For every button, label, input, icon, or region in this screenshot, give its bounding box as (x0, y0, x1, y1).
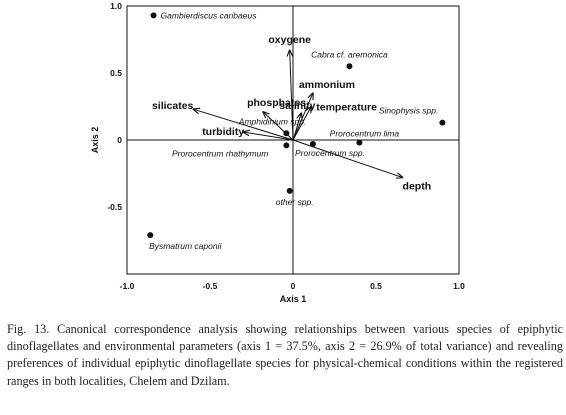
species-point (150, 12, 157, 19)
vector-label-turbidity: turbidity (202, 126, 244, 138)
species-label: Prorocentrum rhathymum (172, 148, 268, 158)
vector-silicates (193, 109, 294, 141)
vector-label-silicates: silicates (152, 100, 194, 112)
species-point (439, 119, 446, 126)
x-tick-label: 0 (291, 281, 296, 291)
vector-label-salinity: salinity (279, 100, 315, 112)
figure-caption: Fig. 13. Canonical correspondence analys… (7, 322, 563, 388)
vector-label-phosphates: phosphates (247, 97, 306, 109)
y-tick-label: 0.5 (110, 68, 122, 78)
species-point (283, 130, 290, 137)
species-label: Prorocentrum lima (330, 129, 400, 139)
species-point (309, 141, 316, 148)
species-point (147, 232, 154, 239)
species-point (356, 139, 363, 146)
y-tick-label: 0 (117, 135, 122, 145)
species-label: Sinophysis spp. (379, 106, 439, 116)
vector-turbidity (243, 132, 294, 141)
x-axis-label: Axis 1 (280, 294, 307, 304)
species-label: Bysmatrum caponii (149, 241, 222, 251)
cca-biplot: -1.0 -0.5 0 0.5 1.0 1.0 0.5 0 -0.5 oxygene ammoni… (90, 1, 465, 304)
species-label: Cabra cf. aremonica (311, 49, 388, 59)
vector-label-ammonium: ammonium (299, 79, 355, 91)
y-tick-label: 1.0 (110, 1, 122, 11)
species-point (286, 187, 293, 194)
species-point (346, 63, 353, 70)
vector-oxygene (290, 50, 294, 141)
vector-ammonium (292, 93, 313, 141)
x-tick-label: 1.0 (453, 281, 465, 291)
x-tick-label: 0.5 (370, 281, 382, 291)
species-label: Amphidinium spp. (238, 116, 307, 126)
vector-temperature (292, 107, 311, 141)
x-tick-label: -0.5 (203, 281, 218, 291)
y-axis-label: Axis 2 (90, 127, 100, 154)
x-tick-label: -1.0 (120, 281, 135, 291)
y-tick-label: -0.5 (107, 202, 122, 212)
vector-depth (292, 139, 403, 178)
vector-label-oxygene: oxygene (268, 34, 311, 46)
vector-salinity (292, 113, 301, 141)
vector-label-temperature: temperature (316, 102, 377, 114)
species-label: Prorocentrum spp. (295, 148, 365, 158)
vector-label-depth: depth (403, 181, 432, 193)
species-label: other spp. (276, 197, 314, 207)
species-label: Gambierdiscus caribaeus (161, 10, 258, 20)
species-point (283, 142, 290, 149)
